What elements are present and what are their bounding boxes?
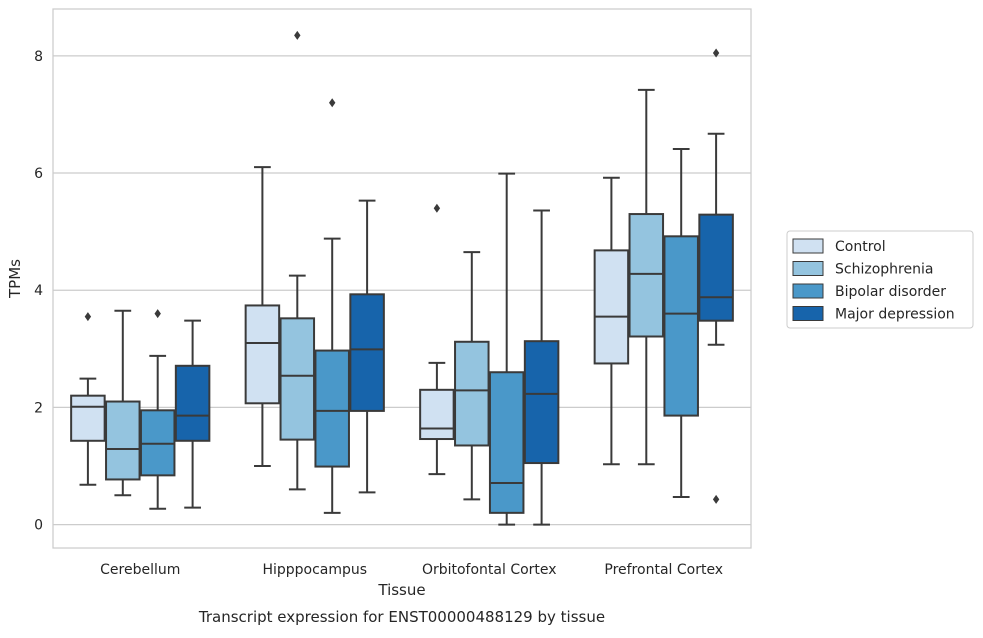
x-tick-label: Prefrontal Cortex	[604, 562, 723, 578]
legend-label: Major depression	[835, 307, 955, 323]
legend-swatch	[792, 306, 824, 321]
outlier-point	[294, 30, 301, 40]
iqr-box	[419, 388, 455, 441]
box-major-depression	[523, 209, 560, 526]
box-bipolar-disorder	[663, 148, 699, 499]
outlier-point	[329, 98, 336, 108]
y-tick-label: 6	[34, 166, 43, 182]
x-axis-ticks: Cerebellum Hipppocampus Orbitofontal Corte…	[100, 562, 723, 578]
box-control	[70, 312, 106, 486]
box-major-depression	[174, 319, 211, 509]
box-schizophrenia	[454, 251, 490, 501]
box-control	[419, 203, 455, 476]
iqr-box	[698, 213, 734, 322]
iqr-box	[593, 249, 630, 365]
box-major-depression	[349, 199, 385, 494]
iqr-box	[663, 235, 699, 417]
gridlines	[53, 55, 751, 526]
y-tick-label: 2	[34, 400, 43, 416]
iqr-box	[244, 304, 281, 405]
outlier-point	[712, 48, 720, 58]
iqr-box	[279, 317, 316, 441]
legend-swatch	[792, 238, 824, 254]
y-axis-ticks: 0 2 4 6 8	[34, 49, 43, 534]
box-schizophrenia	[279, 30, 316, 491]
box-control	[593, 176, 630, 466]
legend: Control Schizophrenia Bipolar disorder Majo…	[786, 230, 974, 329]
iqr-box	[70, 394, 106, 442]
x-tick-label: Cerebellum	[100, 562, 180, 578]
legend-swatch	[792, 261, 824, 276]
legend-frame	[786, 230, 974, 329]
iqr-box	[105, 400, 141, 481]
box-series	[70, 30, 734, 526]
legend-label: Bipolar disorder	[835, 284, 946, 300]
iqr-box	[314, 349, 350, 468]
iqr-box	[174, 364, 211, 442]
iqr-box	[523, 340, 560, 465]
box-major-depression	[698, 48, 734, 504]
box-schizophrenia	[105, 309, 141, 497]
outlier-point	[84, 312, 92, 322]
legend-swatch	[792, 283, 824, 299]
y-tick-label: 8	[34, 49, 43, 65]
legend-label: Schizophrenia	[835, 262, 933, 278]
box-schizophrenia	[628, 88, 665, 466]
figure-caption: Transcript expression for ENST0000048812…	[198, 608, 605, 626]
outlier-point	[433, 203, 441, 213]
outlier-point	[712, 494, 720, 504]
outlier-point	[154, 309, 161, 319]
legend-label: Control	[835, 239, 886, 255]
iqr-box	[349, 293, 385, 412]
iqr-box	[454, 340, 490, 447]
iqr-box	[628, 213, 665, 338]
y-tick-label: 0	[34, 518, 43, 534]
box-bipolar-disorder	[314, 98, 350, 514]
box-bipolar-disorder	[139, 309, 176, 510]
x-tick-label: Orbitofontal Cortex	[422, 562, 557, 578]
y-tick-label: 4	[34, 283, 43, 299]
x-axis-label: Tissue	[377, 581, 425, 599]
x-tick-label: Hipppocampus	[262, 562, 367, 578]
y-axis-label: TPMs	[6, 259, 24, 299]
box-control	[244, 166, 281, 467]
box-bipolar-disorder	[488, 172, 525, 526]
plot-frame	[52, 8, 752, 549]
iqr-box	[488, 371, 525, 514]
